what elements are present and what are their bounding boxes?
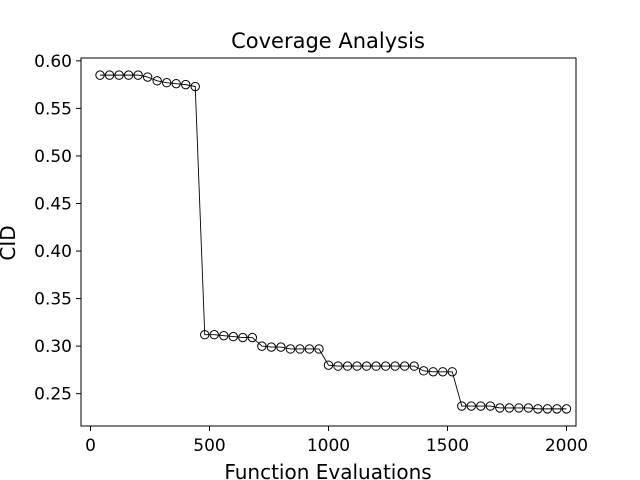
y-tick-label: 0.30 [34, 337, 72, 357]
y-tick-label: 0.50 [34, 147, 72, 167]
x-tick-label: 500 [193, 436, 225, 456]
data-point [533, 404, 543, 414]
x-axis-label: Function Evaluations [224, 460, 431, 480]
data-point [418, 366, 429, 376]
y-tick-label: 0.45 [34, 194, 72, 214]
x-tick-label: 1500 [426, 436, 469, 456]
data-point [161, 78, 172, 88]
data-point [352, 361, 362, 371]
data-point [219, 330, 229, 341]
data-point [495, 403, 505, 413]
y-axis-label: CID [0, 225, 20, 260]
data-point [371, 361, 381, 371]
data-point [399, 361, 410, 371]
data-point [181, 79, 191, 90]
data-point [380, 361, 391, 371]
data-point [447, 367, 457, 377]
data-point [466, 401, 476, 411]
data-point [542, 404, 553, 414]
data-point [238, 332, 248, 343]
x-tick-label: 2000 [545, 436, 588, 456]
data-point [142, 72, 153, 82]
data-point [523, 403, 534, 413]
data-point [304, 344, 315, 354]
plot-area [95, 70, 572, 414]
data-point [457, 401, 467, 411]
data-point [428, 367, 438, 377]
data-point [485, 401, 496, 411]
y-tick-label: 0.25 [34, 385, 72, 405]
data-point [285, 344, 296, 354]
data-point [276, 342, 286, 352]
data-point [114, 70, 124, 80]
data-point [390, 361, 400, 371]
data-point [133, 70, 143, 80]
data-point [323, 360, 334, 370]
data-point [257, 341, 267, 351]
data-point [104, 70, 115, 80]
data-point [409, 361, 419, 371]
x-tick-label: 1000 [307, 436, 350, 456]
data-point [504, 403, 515, 413]
data-point [228, 331, 239, 342]
y-tick-label: 0.40 [34, 242, 72, 262]
data-point [247, 332, 258, 343]
data-point [152, 76, 162, 86]
series-line [100, 74, 567, 410]
data-point [552, 404, 562, 414]
data-point [342, 361, 353, 371]
data-point [123, 70, 134, 80]
data-point [295, 344, 305, 354]
y-tick-label: 0.55 [34, 99, 72, 119]
data-point [314, 344, 324, 354]
data-point [209, 330, 219, 340]
data-point [95, 70, 105, 80]
data-point [561, 404, 572, 414]
x-axis: 0 500 1000 1500 2000 [85, 426, 588, 456]
data-point [514, 403, 524, 413]
chart-title: Coverage Analysis [231, 29, 425, 53]
x-tick-label: 0 [85, 436, 96, 456]
y-tick-label: 0.60 [34, 52, 72, 72]
data-point [361, 361, 372, 371]
data-point [476, 401, 486, 411]
data-point [333, 361, 343, 371]
y-tick-label: 0.35 [34, 290, 72, 310]
data-point [200, 330, 210, 340]
data-point [266, 342, 277, 352]
y-axis: 0.25 0.30 0.35 0.40 0.45 0.50 0.55 0.60 [34, 52, 81, 405]
data-point [171, 78, 181, 89]
data-point [438, 367, 448, 377]
data-point [190, 81, 200, 92]
